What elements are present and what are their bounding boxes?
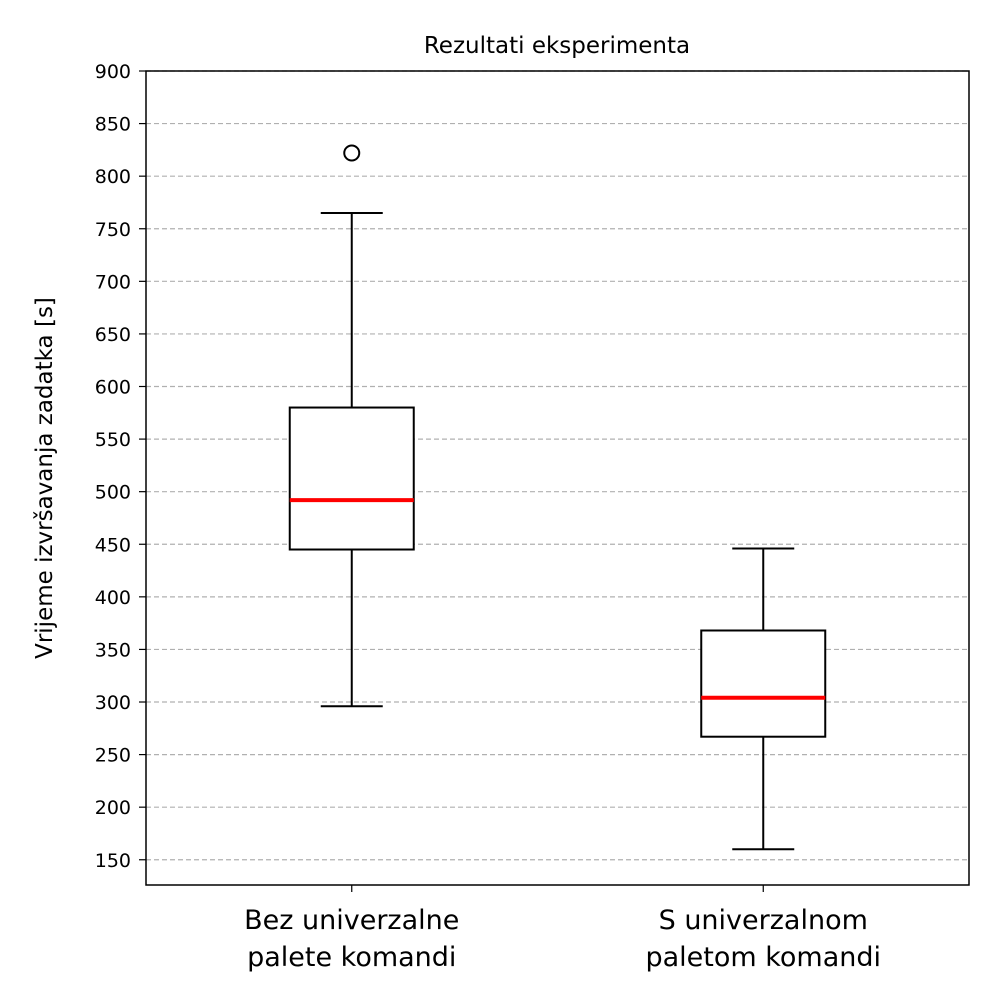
- y-tick-label: 200: [95, 797, 131, 819]
- plot-frame: [145, 70, 970, 886]
- y-tick-label: 850: [95, 114, 131, 136]
- y-tick-label: 600: [95, 377, 131, 399]
- boxes: [288, 144, 827, 851]
- y-tick-label: 700: [95, 271, 131, 293]
- x-tick-label: Bez univerzalne: [244, 905, 459, 936]
- y-tick-label: 250: [95, 745, 131, 767]
- box-group: [288, 144, 415, 708]
- y-tick-label: 500: [95, 482, 131, 504]
- y-tick-label: 450: [95, 534, 131, 556]
- iqr-box: [700, 629, 827, 738]
- axis-ticks: 150 200 250 300 350 400 450 500 550 600 650 700 750 8…: [95, 61, 881, 973]
- y-tick-label: 400: [95, 587, 131, 609]
- y-tick-label: 650: [95, 324, 131, 346]
- x-tick-label: S univerzalnom: [659, 905, 868, 936]
- y-tick-label: 550: [95, 429, 131, 451]
- y-tick-label: 900: [95, 61, 131, 83]
- y-tick-label: 150: [95, 850, 131, 872]
- y-tick-label: 350: [95, 639, 131, 661]
- y-tick-label: 750: [95, 219, 131, 241]
- iqr-box: [288, 406, 415, 551]
- x-tick-label: paletom komandi: [645, 942, 881, 973]
- x-tick-label: palete komandi: [247, 942, 456, 973]
- y-tick-label: 300: [95, 692, 131, 714]
- y-tick-label: 800: [95, 166, 131, 188]
- chart-title: Rezultati eksperimenta: [424, 33, 690, 59]
- outlier-point: [343, 144, 361, 162]
- box-group: [700, 547, 827, 851]
- y-axis-label: Vrijeme izvršavanja zadatka [s]: [32, 297, 58, 659]
- grid-lines: [146, 70, 969, 861]
